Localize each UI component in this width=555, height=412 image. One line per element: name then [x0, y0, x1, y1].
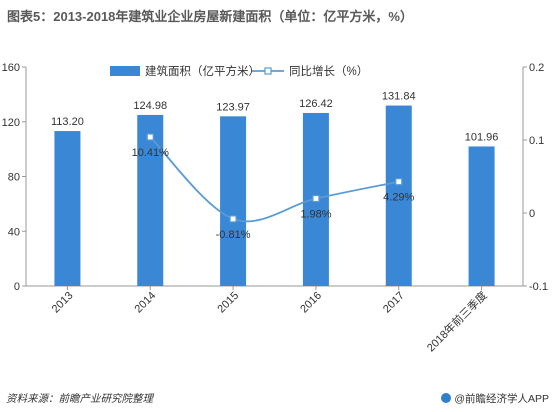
- bar-value-label: 113.20: [51, 116, 84, 128]
- x-tick-label: 2018年前三季度: [424, 288, 490, 354]
- y-right-tick-label: 0.2: [529, 62, 544, 74]
- bar-value-label: 126.42: [299, 98, 333, 110]
- legend-line-label: 同比增长（%）: [289, 64, 368, 78]
- bar-value-label: 131.84: [382, 91, 416, 103]
- line-series: [146, 133, 403, 223]
- line-value-label: 10.41%: [132, 147, 170, 159]
- x-tick-label: 2014: [133, 290, 159, 316]
- axes: 0 40 80 120 160 -0.1 0 0.1 0.2 2013 2014 2015 2016 20…: [2, 62, 548, 354]
- bar-series: [54, 105, 495, 287]
- bar: [220, 116, 247, 286]
- brand-text: @前瞻经济学人APP: [454, 393, 549, 405]
- x-tick-label: 2015: [215, 290, 241, 316]
- growth-line: [149, 136, 399, 223]
- line-point: [229, 215, 237, 223]
- bar-value-label: 101.96: [465, 131, 499, 143]
- x-tick-label: 2016: [298, 290, 324, 316]
- line-point: [395, 178, 403, 186]
- bar: [468, 146, 495, 286]
- brand-note: @前瞻经济学人APP: [441, 391, 549, 406]
- y-left-tick-label: 160: [2, 62, 20, 74]
- line-value-label: 1.98%: [300, 209, 331, 221]
- legend-bar-swatch: [110, 66, 140, 76]
- bar-value-label: 123.97: [216, 101, 250, 113]
- bar: [137, 114, 164, 286]
- data-labels: 113.20 124.98 123.97 126.42 131.84 101.96 10.4…: [51, 91, 498, 241]
- y-left-tick-label: 40: [8, 226, 20, 238]
- legend-line-marker: [264, 67, 272, 75]
- line-point: [312, 194, 320, 203]
- x-tick-label: 2013: [50, 290, 76, 316]
- legend-bar-label: 建筑面积（亿平方米）: [145, 64, 260, 78]
- x-tick-label: 2017: [381, 290, 407, 316]
- legend: 建筑面积（亿平方米） 同比增长（%）: [110, 64, 368, 78]
- line-value-label: 4.29%: [383, 192, 414, 204]
- bar: [54, 131, 81, 286]
- source-note: 资料来源：前瞻产业研究院整理: [6, 393, 153, 405]
- chart-title: 图表5：2013-2018年建筑业企业房屋新建面积（单位：亿平方米，%）: [7, 9, 413, 24]
- y-right-tick-label: 0: [529, 208, 535, 220]
- line-value-label: -0.81%: [216, 229, 251, 241]
- line-point: [146, 133, 154, 141]
- bar: [385, 105, 412, 286]
- bar-value-label: 124.98: [133, 100, 167, 112]
- y-left-tick-label: 80: [8, 172, 20, 184]
- y-left-tick-label: 0: [14, 281, 20, 293]
- y-left-tick-label: 120: [2, 117, 20, 129]
- brand-logo-icon: [441, 393, 452, 403]
- y-right-tick-label: 0.1: [529, 135, 544, 147]
- y-right-tick-label: -0.1: [529, 281, 548, 293]
